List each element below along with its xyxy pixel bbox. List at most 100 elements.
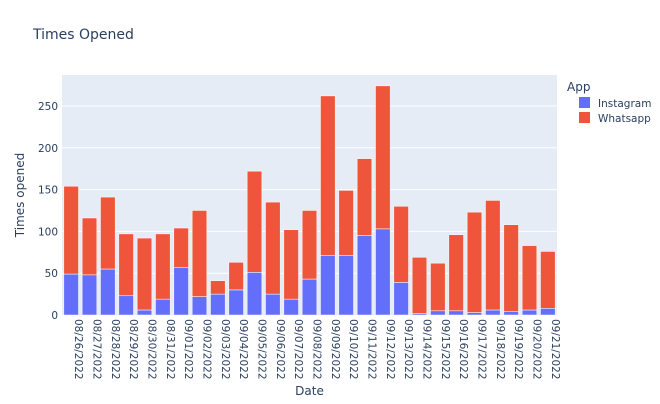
x-tick-label: 09/18/2022 [494,319,506,380]
bar-instagram[interactable] [430,310,446,316]
x-axis-ticks: 08/26/2022 08/27/2022 08/28/2022 08/29/2022… [72,319,561,380]
bar-whatsapp[interactable] [430,262,446,312]
bar-whatsapp[interactable] [118,233,134,297]
bar-instagram[interactable] [283,298,299,316]
bar-instagram[interactable] [81,274,98,316]
bar-instagram[interactable] [118,295,134,316]
legend-item-whatsapp[interactable]: Whatsapp [579,112,651,125]
bar-whatsapp[interactable] [283,229,299,300]
x-tick-label: 09/03/2022 [219,319,231,380]
y-tick-label: 200 [38,143,58,155]
bar-instagram[interactable] [63,273,79,316]
chart-title: Times Opened [32,27,134,43]
x-tick-label: 09/06/2022 [274,319,286,380]
bar-instagram[interactable] [393,282,409,316]
bar-instagram[interactable] [540,308,556,316]
legend[interactable]: App Instagram Whatsapp [567,80,651,125]
bar-whatsapp[interactable] [63,185,79,275]
bar-instagram[interactable] [375,228,391,316]
bar-whatsapp[interactable] [136,237,153,311]
x-axis-label: Date [295,384,324,398]
y-tick-label: 50 [45,268,58,280]
x-tick-label: 08/30/2022 [146,319,158,380]
bar-instagram[interactable] [265,293,281,316]
bar-whatsapp[interactable] [210,280,226,295]
bar-instagram[interactable] [191,296,208,316]
bar-instagram[interactable] [356,235,373,316]
x-tick-label: 09/21/2022 [549,319,561,380]
bar-whatsapp[interactable] [485,200,501,311]
bar-instagram[interactable] [173,267,189,316]
x-tick-label: 08/31/2022 [164,319,176,380]
bar-whatsapp[interactable] [173,227,189,268]
legend-label: Whatsapp [598,113,651,125]
x-tick-label: 08/28/2022 [109,319,121,380]
bar-instagram[interactable] [301,278,318,316]
x-tick-label: 09/04/2022 [237,319,249,380]
bar-whatsapp[interactable] [155,233,171,300]
bar-whatsapp[interactable] [503,224,519,312]
bar-whatsapp[interactable] [246,170,263,273]
bar-instagram[interactable] [466,312,483,316]
x-tick-label: 09/19/2022 [512,319,524,380]
bar-whatsapp[interactable] [81,217,98,276]
legend-label: Instagram [598,98,651,110]
x-tick-label: 08/27/2022 [91,319,103,380]
x-tick-label: 09/20/2022 [531,319,543,380]
x-tick-label: 09/16/2022 [457,319,469,380]
bar-instagram[interactable] [521,309,538,316]
bars [63,85,556,316]
bar-instagram[interactable] [503,311,519,316]
bar-whatsapp[interactable] [375,85,391,230]
bar-whatsapp[interactable] [100,196,116,270]
y-axis-label: Times opened [13,153,27,238]
y-tick-label: 0 [51,310,58,322]
x-tick-label: 09/08/2022 [311,319,323,380]
x-tick-label: 09/13/2022 [402,319,414,380]
x-tick-label: 09/02/2022 [201,319,213,380]
x-tick-label: 09/15/2022 [439,319,451,380]
bar-instagram[interactable] [210,293,226,316]
x-tick-label: 08/26/2022 [72,319,84,380]
bar-instagram[interactable] [448,310,464,316]
x-tick-label: 09/12/2022 [384,319,396,380]
x-tick-label: 09/11/2022 [366,319,378,380]
bar-whatsapp[interactable] [356,158,373,236]
bar-instagram[interactable] [485,309,501,316]
bar-instagram[interactable] [228,289,244,316]
bar-whatsapp[interactable] [320,95,336,256]
y-tick-label: 100 [38,226,58,238]
bar-whatsapp[interactable] [301,210,318,280]
bar-instagram[interactable] [155,298,171,316]
bar-instagram[interactable] [136,309,153,316]
bar-instagram[interactable] [338,255,354,316]
bar-whatsapp[interactable] [228,262,244,291]
legend-swatch [579,112,590,123]
y-tick-label: 250 [38,101,58,113]
bar-whatsapp[interactable] [540,251,556,309]
bar-whatsapp[interactable] [521,245,538,311]
x-tick-label: 09/01/2022 [182,319,194,380]
x-tick-label: 09/07/2022 [292,319,304,380]
legend-item-instagram[interactable]: Instagram [579,97,651,110]
bar-instagram[interactable] [320,255,336,316]
bar-whatsapp[interactable] [338,190,354,256]
bar-whatsapp[interactable] [191,210,208,297]
bar-instagram[interactable] [411,313,428,316]
x-tick-label: 09/05/2022 [256,319,268,380]
bar-instagram[interactable] [246,272,263,316]
bar-whatsapp[interactable] [466,211,483,313]
bar-whatsapp[interactable] [448,234,464,312]
y-axis-ticks: 0 50 100 150 200 250 [38,101,58,322]
bar-whatsapp[interactable] [265,201,281,295]
x-tick-label: 09/17/2022 [476,319,488,380]
bar-whatsapp[interactable] [393,206,409,283]
legend-title: App [567,80,590,94]
x-tick-label: 09/14/2022 [421,319,433,380]
x-tick-label: 09/09/2022 [329,319,341,380]
x-tick-label: 08/29/2022 [127,319,139,380]
bar-whatsapp[interactable] [411,257,428,314]
bar-instagram[interactable] [100,268,116,316]
y-tick-label: 150 [38,185,58,197]
